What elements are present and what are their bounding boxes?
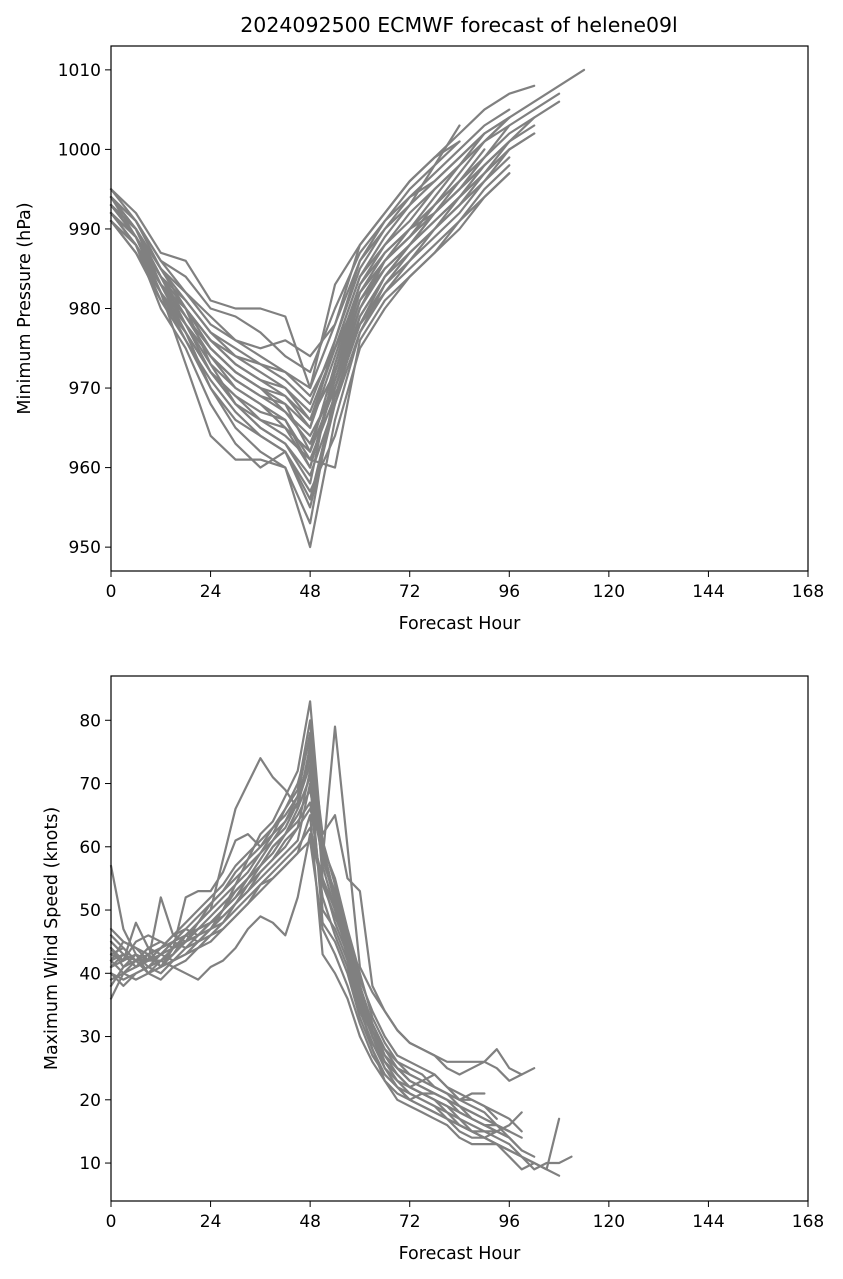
pressure-y-tick-label: 960 bbox=[69, 459, 101, 479]
wind-plot-frame bbox=[110, 675, 809, 1202]
wind-x-tick-label: 96 bbox=[498, 1212, 520, 1232]
pressure-series-line bbox=[109, 164, 511, 493]
pressure-y-tick-label: 990 bbox=[69, 220, 101, 240]
pressure-y-tick-label: 1010 bbox=[58, 61, 101, 81]
wind-y-tick-label: 20 bbox=[79, 1091, 101, 1111]
pressure-x-tick-label: 120 bbox=[593, 582, 625, 602]
pressure-series-line bbox=[109, 140, 511, 477]
wind-x-tick-label: 144 bbox=[692, 1212, 724, 1232]
pressure-x-tick-label: 48 bbox=[299, 582, 321, 602]
wind-series-line bbox=[109, 738, 498, 1120]
pressure-x-tick-label: 24 bbox=[200, 582, 222, 602]
pressure-y-tick-label: 1000 bbox=[58, 140, 101, 160]
wind-x-axis-label: Forecast Hour bbox=[399, 1244, 522, 1264]
pressure-series-line bbox=[109, 172, 511, 525]
wind-x-tick-label: 0 bbox=[106, 1212, 117, 1232]
pressure-series-line bbox=[109, 108, 511, 374]
pressure-series-line bbox=[109, 148, 511, 501]
wind-x-tick-label: 72 bbox=[399, 1212, 421, 1232]
pressure-x-tick-label: 96 bbox=[498, 582, 520, 602]
wind-y-tick-label: 30 bbox=[79, 1028, 101, 1048]
pressure-series-line bbox=[109, 116, 511, 406]
pressure-series-line bbox=[109, 84, 536, 390]
wind-y-tick-label: 40 bbox=[79, 964, 101, 984]
wind-y-tick-label: 10 bbox=[79, 1154, 101, 1174]
wind-series-line bbox=[109, 839, 511, 1152]
wind-series-line bbox=[109, 826, 536, 1158]
pressure-y-tick-label: 980 bbox=[69, 300, 101, 320]
pressure-x-tick-label: 144 bbox=[692, 582, 724, 602]
pressure-series-line bbox=[109, 116, 511, 453]
chart-title: 2024092500 ECMWF forecast of helene09l bbox=[240, 13, 677, 37]
wind-series-line bbox=[109, 757, 523, 1152]
wind-series-line bbox=[109, 719, 486, 1101]
pressure-x-tick-label: 0 bbox=[106, 582, 117, 602]
wind-x-tick-label: 120 bbox=[593, 1212, 625, 1232]
wind-y-tick-label: 50 bbox=[79, 901, 101, 921]
pressure-y-tick-label: 950 bbox=[69, 538, 101, 558]
pressure-series-line bbox=[109, 156, 511, 549]
pressure-series-line bbox=[109, 116, 511, 421]
pressure-y-axis-label: Minimum Pressure (hPa) bbox=[15, 202, 35, 414]
wind-x-tick-label: 168 bbox=[792, 1212, 824, 1232]
wind-y-tick-label: 70 bbox=[79, 775, 101, 795]
wind-y-tick-label: 60 bbox=[79, 838, 101, 858]
wind-series-line bbox=[109, 750, 523, 1133]
pressure-series-line bbox=[109, 124, 461, 413]
wind-x-tick-label: 48 bbox=[299, 1212, 321, 1232]
pressure-x-tick-label: 72 bbox=[399, 582, 421, 602]
wind-y-axis-label: Maximum Wind Speed (knots) bbox=[42, 807, 62, 1070]
wind-y-tick-label: 80 bbox=[79, 711, 101, 731]
wind-series-line bbox=[109, 832, 511, 1139]
pressure-series-line bbox=[109, 156, 486, 461]
pressure-series-line bbox=[109, 140, 511, 445]
wind-x-tick-label: 24 bbox=[200, 1212, 222, 1232]
wind-chart: 0 24 48 72 96 120 144 168 10 20 30 40 50 60 70 80 Forec… bbox=[42, 675, 824, 1264]
pressure-series-line bbox=[109, 140, 461, 390]
pressure-series-line bbox=[109, 140, 461, 429]
pressure-x-axis-label: Forecast Hour bbox=[399, 614, 522, 634]
pressure-y-tick-label: 970 bbox=[69, 379, 101, 399]
pressure-series-line bbox=[109, 132, 486, 469]
pressure-x-tick-label: 168 bbox=[792, 582, 824, 602]
pressure-chart: 0 24 48 72 96 120 144 168 950 960 970 980 990 1000 101… bbox=[15, 45, 824, 634]
